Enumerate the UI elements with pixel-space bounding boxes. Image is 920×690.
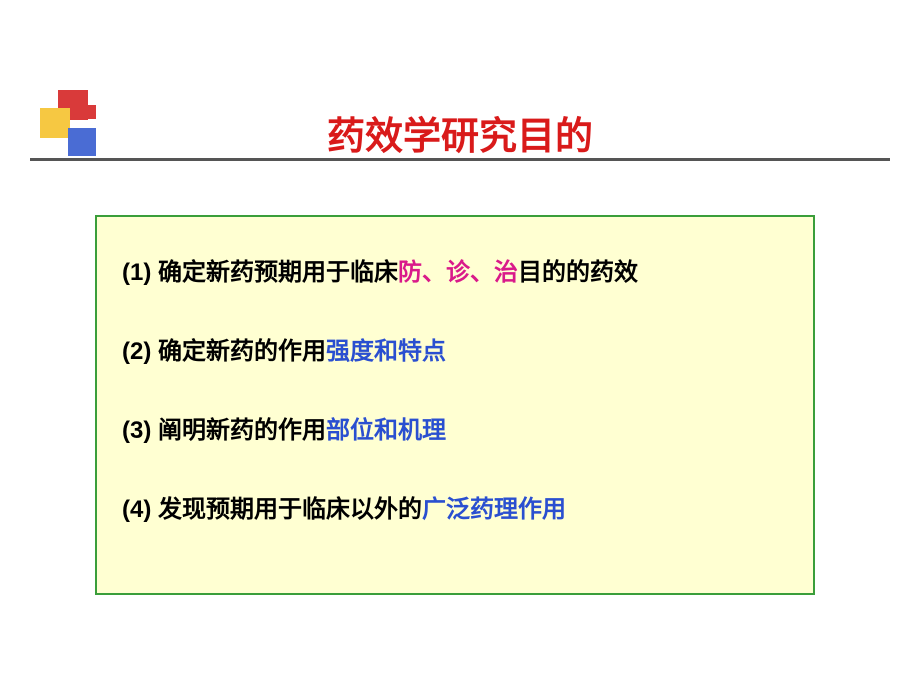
slide-title: 药效学研究目的 [0, 105, 920, 160]
line-1-highlight: 防、诊、治 [398, 259, 518, 286]
line-2-highlight: 强度和特点 [326, 338, 446, 365]
line-4-prefix: (4) 发现预期用于临床以外的 [122, 496, 422, 523]
line-1: (1) 确定新药预期用于临床防、诊、治目的的药效 [122, 252, 788, 287]
line-3-prefix: (3) 阐明新药的作用 [122, 417, 326, 444]
line-3-highlight: 部位和机理 [326, 417, 446, 444]
line-4-highlight: 广泛药理作用 [422, 496, 566, 523]
line-1-suffix: 目的的药效 [518, 259, 638, 286]
line-4: (4) 发现预期用于临床以外的广泛药理作用 [122, 489, 788, 524]
line-1-prefix: (1) 确定新药预期用于临床 [122, 259, 398, 286]
line-3: (3) 阐明新药的作用部位和机理 [122, 410, 788, 445]
title-underline [30, 158, 890, 161]
line-2: (2) 确定新药的作用强度和特点 [122, 331, 788, 366]
line-2-prefix: (2) 确定新药的作用 [122, 338, 326, 365]
content-box: (1) 确定新药预期用于临床防、诊、治目的的药效 (2) 确定新药的作用强度和特… [95, 215, 815, 595]
